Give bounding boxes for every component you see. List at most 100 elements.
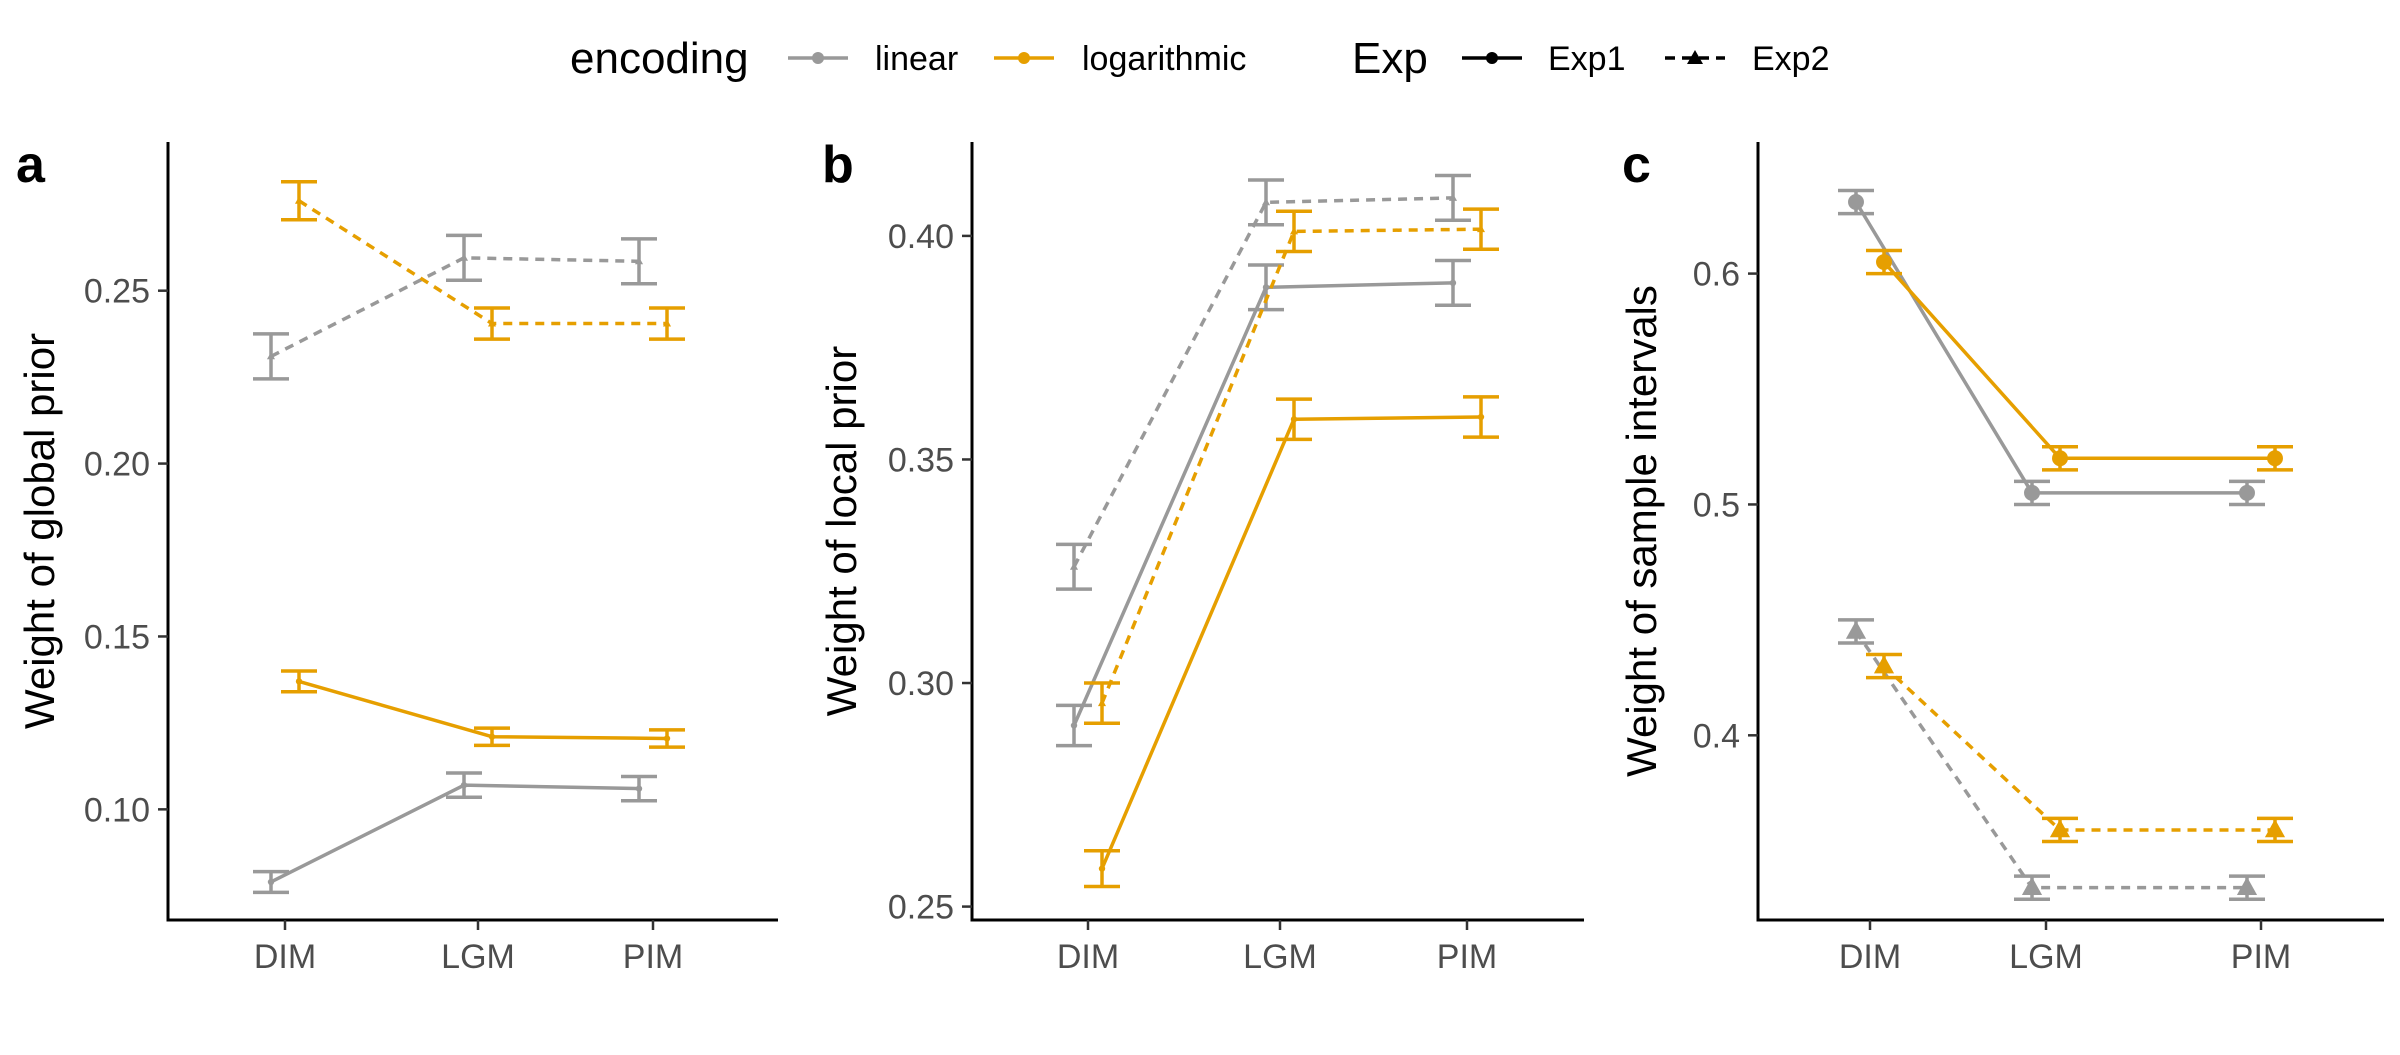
legend-item-linear: linear (788, 40, 958, 78)
panel-c-series-linear-exp1 (1838, 188, 2265, 507)
panel-b-series-logarithmic-exp2-point (1289, 227, 1299, 235)
panel-a-series-logarithmic-exp2-line (298, 199, 667, 326)
panel-a-series-linear-exp2-line (270, 256, 640, 358)
panel-b-series-logarithmic-exp1 (1084, 395, 1499, 889)
legend-exp1-marker (1486, 52, 1498, 64)
panel-c-series-linear-exp2-point (2236, 876, 2258, 895)
panel-b-series-linear-exp2 (1056, 173, 1471, 591)
legend-exp1-label: Exp1 (1548, 40, 1626, 78)
panel-b-y-tick-label: 0.40 (888, 218, 954, 256)
panel-a-series-logarithmic-exp2-point (294, 196, 304, 204)
legend-exp-title: Exp (1352, 34, 1428, 83)
panel-a-series-linear-exp1-point (267, 878, 275, 886)
chart-legend: encoding linear logarithmic Exp Exp1 Exp… (570, 34, 1830, 83)
panel-b-tag: b (822, 136, 854, 194)
panel-a-series-linear-exp1-point (460, 781, 468, 789)
panel-b-series-logarithmic-exp1-point (1290, 416, 1298, 423)
panel-c-series-linear-exp2-point (2021, 876, 2043, 895)
panel-b-series-logarithmic-exp1-point (1477, 413, 1485, 421)
panel-c-series-linear-exp1-point (2239, 484, 2255, 501)
panel-b-series-logarithmic-exp1-point (1098, 865, 1106, 872)
panel-a-series-logarithmic-exp1 (281, 669, 685, 749)
panel-a: a Weight of global prior 0.10 0.15 0.20 0.25 D… (0, 120, 800, 1050)
panel-a-series-logarithmic-exp1-point (295, 678, 303, 685)
legend-exp2-label: Exp2 (1752, 40, 1830, 78)
panel-a-series-logarithmic-exp1-point (488, 733, 496, 740)
panel-a-series-logarithmic-exp2-point (487, 319, 497, 327)
chart-panel-c: c Weight of sample intervals 0.4 0.5 0.6 DIM L… (1618, 136, 2384, 976)
panel-a-x-tick-label: DIM (254, 938, 316, 976)
legend-logarithmic-marker (1018, 52, 1030, 64)
panel-c-x-tick-label: LGM (2009, 938, 2083, 976)
panel-c-series-logarithmic-exp2-line (1882, 664, 2275, 832)
panel-c-y-axis-title: Weight of sample intervals (1618, 285, 1665, 777)
panel-a-series-logarithmic-exp1-line (298, 679, 668, 741)
panel-b-series-logarithmic-exp2-point (1097, 698, 1107, 707)
panel-b-series-linear-exp2-point (1069, 562, 1079, 570)
panel-a-series-linear-exp2-point (634, 256, 644, 265)
panel-c-series-linear-exp2 (1838, 618, 2265, 901)
panel-c-series-linear-exp1-point (2024, 484, 2040, 501)
panel-c-y-tick-label: 0.6 (1693, 256, 1740, 294)
panel-c-series-linear-exp2-point (1845, 620, 1867, 639)
panel-a-series-linear-exp2-point (459, 253, 469, 261)
panel-a-series-linear-exp1-point (635, 785, 643, 792)
panel-a-series-linear-exp2 (253, 233, 657, 381)
panel-a-y-axis-title: Weight of global prior (16, 333, 63, 729)
panel-a-y-tick-label: 0.25 (84, 273, 150, 311)
panel-a-y-tick-label: 0.15 (84, 618, 150, 656)
panel-c-y-tick-label: 0.4 (1693, 717, 1740, 755)
chart-panel-b: b Weight of local prior 0.25 0.30 0.35 0.40 DI… (818, 136, 1584, 976)
panel-a-series-logarithmic-exp2 (281, 180, 685, 341)
panel-c-x-tick-label: DIM (1839, 938, 1901, 976)
panel-b-y-axis-title: Weight of local prior (818, 346, 865, 716)
panel-b-series-logarithmic-exp2 (1084, 207, 1499, 726)
panel-b-series-logarithmic-exp2-point (1476, 224, 1486, 233)
panel-c-series-logarithmic-exp1-point (1876, 254, 1892, 271)
panel-b-series-linear-exp1-line (1072, 281, 1454, 727)
panel-b-series-linear-exp1-point (1449, 279, 1457, 287)
panel-b-y-tick-label: 0.30 (888, 665, 954, 703)
panel-b-y-tick-label: 0.35 (888, 441, 954, 479)
legend-linear-marker (812, 52, 824, 64)
panel-a-y-tick-label: 0.20 (84, 446, 150, 484)
panel-b-x-tick-label: PIM (1437, 938, 1497, 976)
panel-b-series-linear-exp2-line (1072, 196, 1454, 568)
panel-c-series-linear-exp2-line (1854, 630, 2247, 890)
panel-b-series-linear-exp1-point (1262, 284, 1270, 291)
panel-b-series-logarithmic-exp2-line (1100, 227, 1482, 704)
legend-item-logarithmic: logarithmic (994, 40, 1246, 78)
panel-a-y-tick-label: 0.10 (84, 791, 150, 829)
legend-item-exp2: Exp2 (1665, 40, 1830, 78)
panel-b-y-tick-label: 0.25 (888, 889, 954, 927)
panel-b-x-tick-label: LGM (1243, 938, 1317, 976)
panel-b-series-linear-exp2-point (1261, 198, 1271, 206)
panel-b-series-linear-exp2-point (1448, 193, 1458, 201)
panel-c-series-logarithmic-exp2 (1866, 652, 2293, 844)
panel-b-series-linear-exp1-point (1070, 722, 1078, 729)
panel-a-tag: a (16, 136, 46, 194)
chart-panel-a: a Weight of global prior 0.10 0.15 0.20 0.25 D… (16, 136, 778, 976)
legend-item-exp1: Exp1 (1462, 40, 1626, 78)
panel-c-y-tick-label: 0.5 (1693, 486, 1740, 524)
legend-exp2-marker (1687, 50, 1703, 64)
panel-c: c Weight of sample intervals 0.4 0.5 0.6 DIM L… (1600, 120, 2400, 1050)
panel-a-series-linear-exp2-point (266, 352, 276, 360)
legend-linear-label: linear (875, 40, 958, 78)
panel-c-series-logarithmic-exp1-line (1882, 260, 2275, 461)
panel-a-x-tick-label: LGM (441, 938, 515, 976)
panel-c-series-logarithmic-exp2-point (2264, 819, 2286, 838)
panel-a-series-logarithmic-exp2-point (662, 319, 672, 327)
panel-c-series-linear-exp1-point (1848, 194, 1864, 210)
panel-c-x-tick-label: PIM (2231, 938, 2291, 976)
panel-c-series-logarithmic-exp2-point (2049, 819, 2071, 838)
panel-c-series-logarithmic-exp1-point (2052, 450, 2068, 467)
panel-b-series-logarithmic-exp1-line (1100, 415, 1482, 870)
panel-c-series-logarithmic-exp1-point (2267, 450, 2283, 467)
panel-a-series-linear-exp1 (253, 771, 657, 895)
panel-b-series-linear-exp1 (1056, 258, 1471, 748)
panel-a-series-linear-exp1-line (270, 783, 640, 884)
panel-b: b Weight of local prior 0.25 0.30 0.35 0.40 DI… (800, 120, 1600, 1050)
panel-a-x-tick-label: PIM (623, 938, 683, 976)
panel-c-series-logarithmic-exp2-point (1873, 655, 1895, 674)
